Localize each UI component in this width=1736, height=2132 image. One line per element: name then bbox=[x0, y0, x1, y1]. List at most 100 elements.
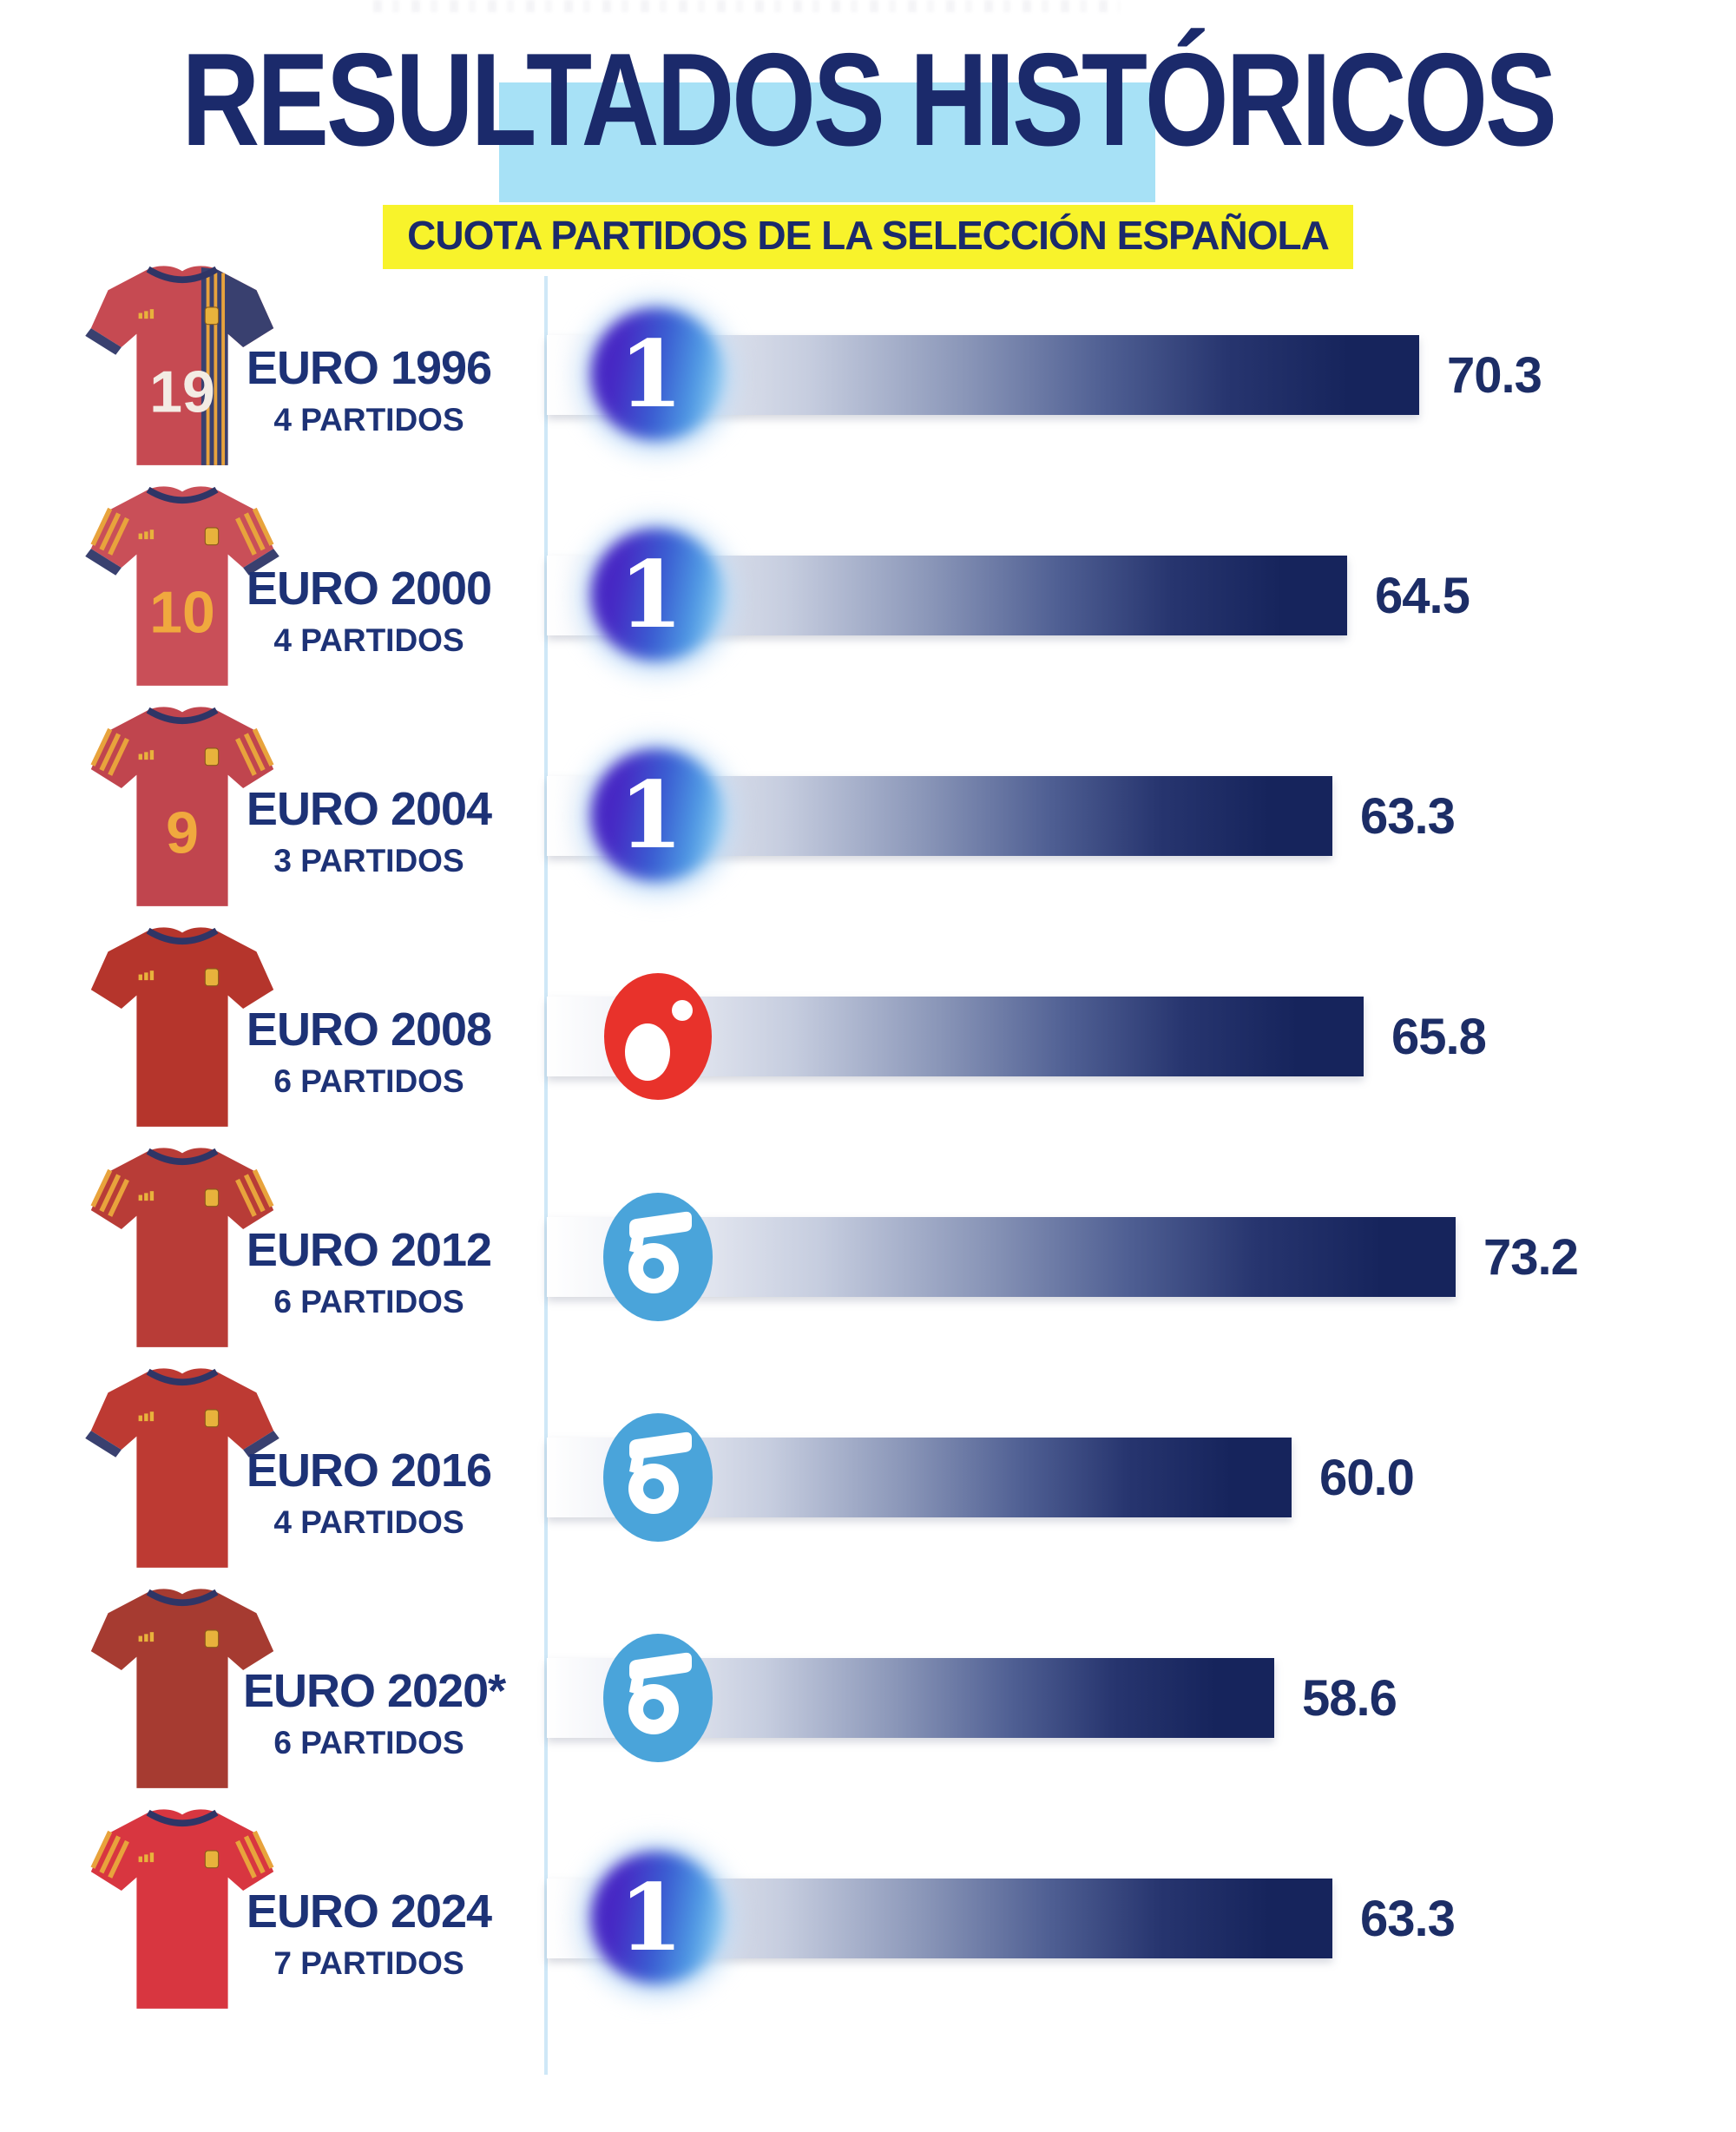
channel-logo: 1 bbox=[584, 963, 732, 1110]
chart-row: EURO 2012 6 PARTIDOS 1 73.2 bbox=[0, 1147, 1736, 1367]
jersey-image bbox=[74, 1581, 291, 1800]
svg-text:19: 19 bbox=[149, 359, 215, 424]
adidas-logo bbox=[138, 1632, 155, 1642]
spain-jersey-icon bbox=[90, 1148, 274, 1347]
tournament-label: EURO 2000 bbox=[246, 563, 492, 615]
matches-label: 4 PARTIDOS bbox=[273, 622, 464, 658]
matches-label: 6 PARTIDOS bbox=[273, 1063, 464, 1099]
tournament-label: EURO 2008 bbox=[246, 1003, 492, 1056]
chart-row: EURO 2024 7 PARTIDOS 1 63.3 bbox=[0, 1808, 1736, 2029]
channel-logo: 1 bbox=[584, 1624, 732, 1772]
adidas-logo bbox=[138, 309, 155, 319]
adidas-logo bbox=[138, 1852, 155, 1863]
title-highlight-box bbox=[499, 82, 1155, 202]
la1-logo: 1 bbox=[570, 289, 744, 463]
value-label: 70.3 bbox=[1447, 346, 1542, 404]
channel-logo: 1 bbox=[570, 510, 744, 683]
row-labels: EURO 2008 6 PARTIDOS bbox=[243, 1003, 495, 1100]
row-labels: EURO 2024 7 PARTIDOS bbox=[243, 1885, 495, 1982]
la1-one-glyph: 1 bbox=[619, 319, 683, 428]
row-labels: EURO 1996 4 PARTIDOS bbox=[243, 341, 495, 438]
adidas-logo bbox=[138, 1411, 155, 1422]
jersey-image: 9 bbox=[74, 699, 291, 918]
spain-crest bbox=[204, 747, 220, 767]
matches-label: 4 PARTIDOS bbox=[273, 402, 464, 438]
tournament-label: EURO 2020* bbox=[243, 1665, 506, 1717]
page-title: RESULTADOS HISTÓRICOS bbox=[181, 26, 1557, 174]
telecinco-logo bbox=[603, 1413, 713, 1542]
chart-row: EURO 2016 4 PARTIDOS 1 60.0 bbox=[0, 1367, 1736, 1588]
spain-jersey-icon: 19 bbox=[85, 266, 274, 465]
spain-jersey-icon bbox=[90, 927, 274, 1127]
channel-logo: 1 bbox=[570, 1833, 744, 2006]
row-labels: EURO 2016 4 PARTIDOS bbox=[243, 1444, 495, 1541]
spain-jersey-icon bbox=[90, 1589, 274, 1788]
spain-crest bbox=[204, 1850, 220, 1869]
value-label: 63.3 bbox=[1360, 787, 1456, 845]
spain-jersey-icon: 9 bbox=[90, 707, 274, 906]
tournament-label: EURO 2012 bbox=[246, 1224, 492, 1276]
jersey-image bbox=[74, 919, 291, 1138]
value-label: 73.2 bbox=[1483, 1228, 1579, 1286]
tournament-label: EURO 2004 bbox=[246, 783, 492, 835]
chart-row: EURO 2020* 6 PARTIDOS 1 58. bbox=[0, 1588, 1736, 1808]
la1-one-glyph: 1 bbox=[619, 760, 683, 869]
page-subtitle: CUOTA PARTIDOS DE LA SELECCIÓN ESPAÑOLA bbox=[383, 205, 1353, 269]
spain-jersey-icon: 10 bbox=[85, 486, 279, 686]
spain-crest bbox=[204, 968, 220, 987]
chart-row: 10 EURO 2000 4 PARTIDOS 1 bbox=[0, 485, 1736, 706]
spain-jersey-icon bbox=[90, 1809, 274, 2009]
subtitle-row: CUOTA PARTIDOS DE LA SELECCIÓN ESPAÑOLA bbox=[0, 205, 1736, 269]
chart-row: 19 EURO 1996 4 PARTIDOS 1 bbox=[0, 265, 1736, 485]
jersey-image bbox=[74, 1360, 291, 1579]
jersey-image: 10 bbox=[74, 478, 291, 697]
matches-label: 4 PARTIDOS bbox=[273, 1504, 464, 1540]
value-label: 64.5 bbox=[1375, 567, 1470, 624]
row-labels: EURO 2000 4 PARTIDOS bbox=[243, 562, 495, 659]
channel-logo: 1 bbox=[584, 1404, 732, 1551]
la1-disc bbox=[591, 529, 723, 661]
cuatro-logo bbox=[604, 973, 712, 1100]
adidas-logo bbox=[138, 750, 155, 760]
tournament-label: EURO 2024 bbox=[246, 1885, 492, 1938]
jersey-image bbox=[74, 1801, 291, 2020]
channel-logo: 1 bbox=[570, 289, 744, 463]
bar-chart: 19 EURO 1996 4 PARTIDOS 1 bbox=[0, 265, 1736, 2029]
jersey-image: 19 bbox=[74, 258, 291, 477]
spain-crest bbox=[204, 306, 220, 326]
svg-text:10: 10 bbox=[149, 580, 215, 645]
value-label: 65.8 bbox=[1391, 1008, 1487, 1065]
row-labels: EURO 2004 3 PARTIDOS bbox=[243, 782, 495, 879]
spain-jersey-icon bbox=[85, 1368, 279, 1568]
adidas-logo bbox=[138, 971, 155, 981]
channel-logo: 1 bbox=[570, 730, 744, 904]
cropped-text-fragment bbox=[373, 0, 1120, 12]
la1-one-glyph: 1 bbox=[619, 539, 683, 648]
tournament-label: EURO 1996 bbox=[246, 342, 492, 394]
adidas-logo bbox=[138, 1191, 155, 1201]
chart-row: EURO 2008 6 PARTIDOS 1 65.8 bbox=[0, 926, 1736, 1147]
la1-logo: 1 bbox=[570, 510, 744, 683]
telecinco-logo bbox=[603, 1193, 713, 1321]
value-label: 60.0 bbox=[1319, 1449, 1415, 1506]
row-labels: EURO 2012 6 PARTIDOS bbox=[243, 1223, 495, 1320]
value-label: 58.6 bbox=[1302, 1669, 1397, 1727]
la1-disc bbox=[591, 308, 723, 440]
la1-one-glyph: 1 bbox=[619, 1862, 683, 1971]
chart-row: 9 EURO 2004 3 PARTIDOS 1 bbox=[0, 706, 1736, 926]
matches-label: 3 PARTIDOS bbox=[273, 843, 464, 878]
la1-logo: 1 bbox=[570, 1833, 744, 2006]
telecinco-logo bbox=[603, 1634, 713, 1762]
spain-crest bbox=[204, 1629, 220, 1648]
spain-crest bbox=[204, 1409, 220, 1428]
row-labels: EURO 2020* 6 PARTIDOS bbox=[243, 1664, 506, 1761]
spain-crest bbox=[204, 527, 220, 546]
value-label: 63.3 bbox=[1360, 1890, 1456, 1947]
svg-text:9: 9 bbox=[166, 800, 199, 865]
matches-label: 6 PARTIDOS bbox=[273, 1284, 464, 1319]
matches-label: 7 PARTIDOS bbox=[273, 1945, 464, 1981]
matches-label: 6 PARTIDOS bbox=[273, 1725, 464, 1760]
channel-logo: 1 bbox=[584, 1183, 732, 1331]
spain-crest bbox=[204, 1188, 220, 1207]
